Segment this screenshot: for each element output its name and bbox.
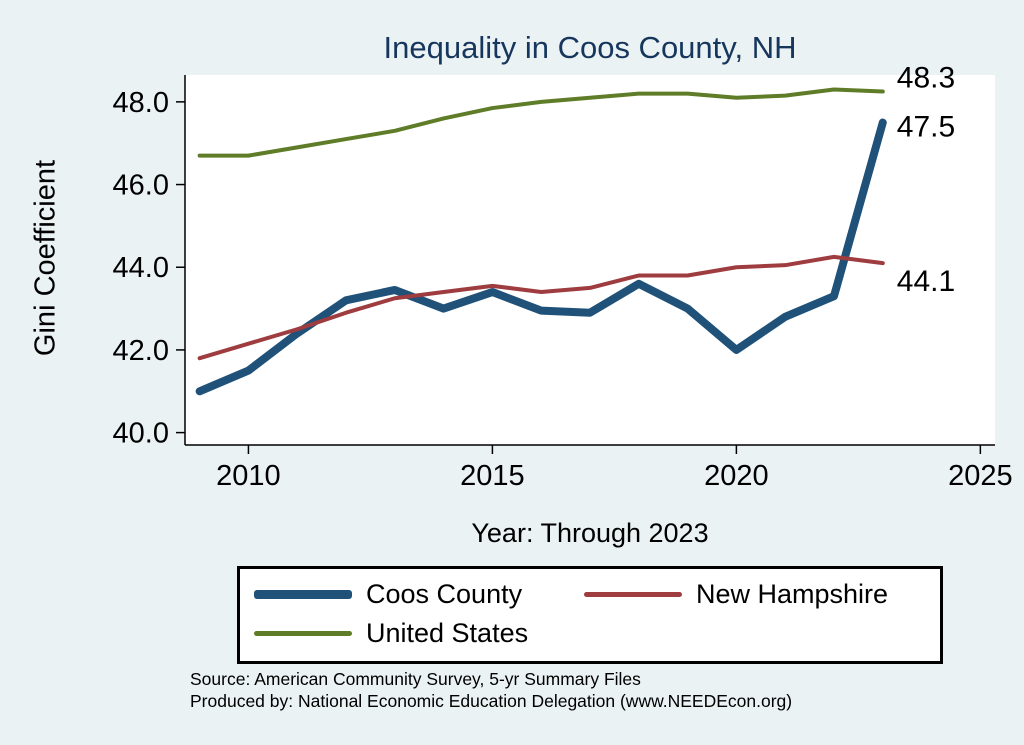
chart-title: Inequality in Coos County, NH [383, 30, 797, 65]
y-tick-label: 40.0 [113, 418, 169, 450]
end-label-united-states: 48.3 [897, 62, 955, 95]
x-tick-label: 2010 [216, 460, 281, 492]
end-label-new-hampshire: 44.1 [897, 265, 955, 298]
y-tick-label: 48.0 [113, 87, 169, 119]
x-tick-label: 2020 [704, 460, 769, 492]
end-label-coos-county: 47.5 [897, 111, 955, 144]
legend-box: Coos County New Hampshire United States [237, 566, 943, 664]
source-block: Source: American Community Survey, 5-yr … [190, 668, 792, 712]
legend-item-united-states: United States [254, 618, 584, 649]
legend-label-united-states: United States [366, 618, 529, 648]
legend-swatch-united-states [254, 631, 352, 636]
y-axis-label: Gini Coefficient [29, 159, 62, 357]
x-tick-label: 2025 [948, 460, 1013, 492]
legend-label-new-hampshire: New Hampshire [696, 579, 889, 609]
series-line-united-states [197, 87, 885, 158]
source-line-2: Produced by: National Economic Education… [190, 691, 793, 711]
legend-item-new-hampshire: New Hampshire [584, 579, 926, 610]
y-tick-label: 46.0 [113, 170, 169, 202]
y-tick-label: 42.0 [113, 335, 169, 367]
legend-item-coos-county: Coos County [254, 579, 584, 610]
legend-label-coos-county: Coos County [366, 579, 523, 609]
x-tick-label: 2015 [460, 460, 525, 492]
x-axis-label: Year: Through 2023 [471, 518, 709, 548]
y-tick-label: 44.0 [113, 252, 169, 284]
legend-swatch-new-hampshire [584, 592, 682, 597]
series-line-new-hampshire [197, 254, 885, 361]
legend-swatch-coos-county [254, 590, 352, 599]
source-line-1: Source: American Community Survey, 5-yr … [190, 669, 641, 689]
